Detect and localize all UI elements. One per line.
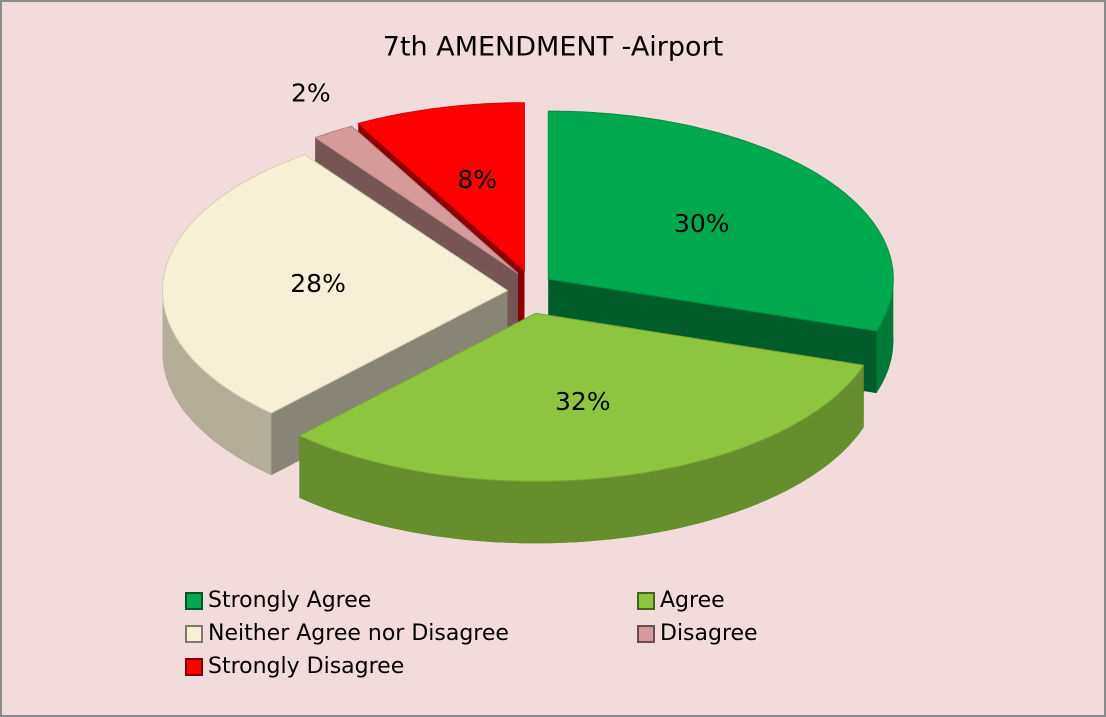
- legend-label: Neither Agree nor Disagree: [208, 621, 509, 646]
- pie: 30% 32% 28% 2% 8%: [162, 79, 894, 544]
- legend-swatch: [185, 592, 203, 610]
- slice: [313, 125, 519, 274]
- data-label: 32%: [555, 387, 611, 416]
- slice-wall: [876, 279, 894, 393]
- legend: Strongly Agree Agree Neither Agree nor Dis…: [185, 588, 758, 679]
- legend-swatch: [637, 592, 655, 610]
- legend-swatch: [637, 625, 655, 643]
- legend-swatch: [185, 625, 203, 643]
- legend-swatch: [185, 658, 203, 676]
- slice: [298, 312, 865, 482]
- slice: [547, 110, 894, 332]
- slice: [162, 154, 509, 414]
- data-label: 2%: [291, 79, 331, 108]
- data-label: 8%: [457, 165, 497, 194]
- legend-label: Strongly Disagree: [208, 654, 404, 679]
- data-label: 28%: [290, 269, 346, 298]
- data-label: 30%: [674, 209, 730, 238]
- slice: [357, 102, 525, 272]
- slice-wall: [299, 365, 864, 544]
- legend-label: Strongly Agree: [208, 588, 371, 613]
- chart-title: 7th AMENDMENT -Airport: [383, 32, 723, 63]
- legend-label: Disagree: [660, 621, 758, 646]
- slice-wall: [162, 290, 272, 476]
- legend-label: Agree: [660, 588, 725, 613]
